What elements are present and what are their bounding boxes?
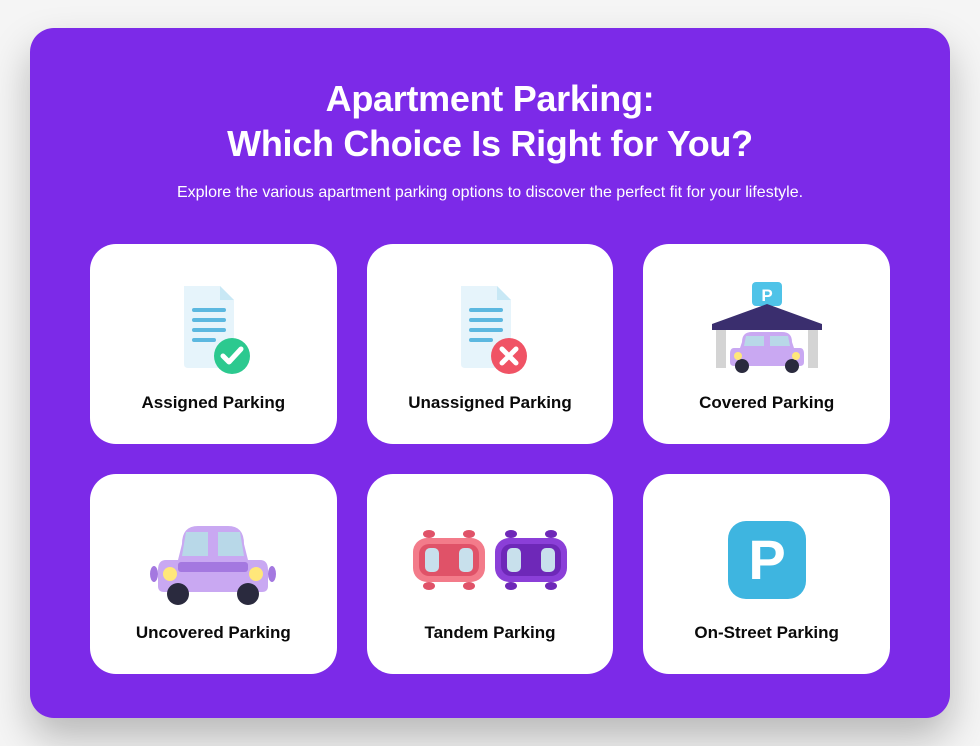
card-grid: Assigned Parking Unassigned Parking	[90, 244, 890, 674]
parking-sign-icon: P	[722, 505, 812, 615]
title-line-1: Apartment Parking:	[326, 78, 655, 119]
card-label: Unassigned Parking	[408, 393, 571, 413]
infographic-panel: Apartment Parking: Which Choice Is Right…	[30, 28, 950, 718]
title-line-2: Which Choice Is Right for You?	[227, 123, 753, 164]
document-cross-icon	[447, 275, 533, 385]
card-label: On-Street Parking	[694, 623, 839, 643]
garage-car-icon: P	[702, 275, 832, 385]
svg-text:P: P	[748, 528, 785, 591]
card-covered-parking[interactable]: P Covered Parking	[643, 244, 890, 444]
card-label: Tandem Parking	[424, 623, 555, 643]
svg-text:P: P	[761, 286, 772, 305]
document-check-icon	[170, 275, 256, 385]
card-label: Covered Parking	[699, 393, 834, 413]
card-label: Uncovered Parking	[136, 623, 291, 643]
card-uncovered-parking[interactable]: Uncovered Parking	[90, 474, 337, 674]
car-front-icon	[148, 505, 278, 615]
page-subtitle: Explore the various apartment parking op…	[90, 184, 890, 202]
two-cars-top-icon	[405, 505, 575, 615]
card-label: Assigned Parking	[142, 393, 286, 413]
card-unassigned-parking[interactable]: Unassigned Parking	[367, 244, 614, 444]
card-assigned-parking[interactable]: Assigned Parking	[90, 244, 337, 444]
card-onstreet-parking[interactable]: P On-Street Parking	[643, 474, 890, 674]
page-title: Apartment Parking: Which Choice Is Right…	[90, 76, 890, 166]
card-tandem-parking[interactable]: Tandem Parking	[367, 474, 614, 674]
